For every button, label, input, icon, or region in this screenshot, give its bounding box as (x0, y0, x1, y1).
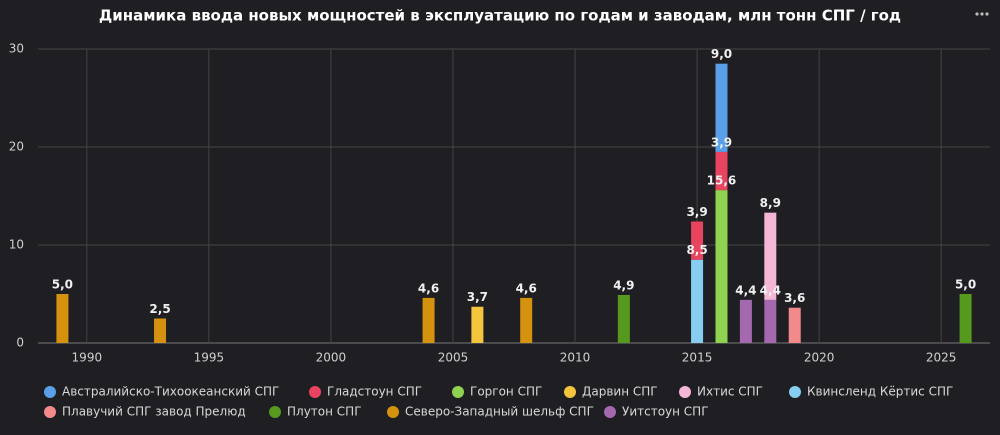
bar (715, 190, 728, 343)
legend-item[interactable]: Гладстоун СПГ (309, 385, 422, 399)
menu-dot (985, 12, 989, 16)
bar (617, 294, 630, 343)
legend-label: Плавучий СПГ завод Прелюд (62, 405, 246, 419)
legend-swatch (44, 406, 56, 418)
legend-swatch (387, 406, 399, 418)
data-label: 3,6 (784, 291, 805, 305)
menu-dot (980, 12, 984, 16)
bar (715, 63, 728, 152)
bar (520, 297, 533, 343)
x-tick-label: 1995 (194, 351, 225, 365)
legend-swatch (309, 386, 321, 398)
legend-swatch (452, 386, 464, 398)
legend-item[interactable]: Ихтис СПГ (679, 385, 763, 399)
legend-label: Австралийско-Тихоокеанский СПГ (62, 385, 279, 399)
x-tick-label: 2000 (316, 351, 347, 365)
bar (959, 294, 972, 343)
legend-item[interactable]: Квинсленд Кёртис СПГ (789, 385, 953, 399)
x-tick-label: 1990 (72, 351, 103, 365)
menu-button[interactable] (975, 12, 989, 16)
legend-label: Дарвин СПГ (582, 385, 658, 399)
data-label: 8,5 (686, 243, 707, 257)
legend-item[interactable]: Горгон СПГ (452, 385, 542, 399)
bar (154, 318, 167, 343)
menu-dot (975, 12, 979, 16)
data-label: 3,7 (467, 290, 488, 304)
legend-swatch (679, 386, 691, 398)
legend-item[interactable]: Плутон СПГ (269, 405, 362, 419)
legend-item[interactable]: Уитстоун СПГ (604, 405, 709, 419)
legend-label: Ихтис СПГ (697, 385, 763, 399)
legend-item[interactable]: Дарвин СПГ (564, 385, 658, 399)
legend-item[interactable]: Австралийско-Тихоокеанский СПГ (44, 385, 279, 399)
y-tick-label: 30 (9, 42, 24, 56)
legend-swatch (269, 406, 281, 418)
legend-swatch (604, 406, 616, 418)
data-label: 4,6 (418, 281, 439, 295)
bar (715, 151, 728, 191)
legend-label: Гладстоун СПГ (327, 385, 422, 399)
bar (691, 259, 704, 343)
data-label: 4,4 (760, 283, 781, 297)
bar (56, 294, 69, 343)
legend-label: Северо-Западный шельф СПГ (405, 405, 594, 419)
legend-label: Плутон СПГ (287, 405, 362, 419)
data-label: 8,9 (760, 196, 781, 210)
legend-swatch (564, 386, 576, 398)
x-tick-label: 2025 (926, 351, 957, 365)
data-label: 2,5 (149, 302, 170, 316)
bar (739, 299, 752, 343)
x-tick-label: 2005 (438, 351, 469, 365)
legend-label: Квинсленд Кёртис СПГ (807, 385, 953, 399)
data-label: 4,6 (516, 281, 537, 295)
legend-item[interactable]: Северо-Западный шельф СПГ (387, 405, 594, 419)
bar (764, 212, 777, 300)
y-tick-label: 10 (9, 238, 24, 252)
legend-item[interactable]: Плавучий СПГ завод Прелюд (44, 405, 246, 419)
y-tick-label: 0 (16, 336, 24, 350)
data-label: 9,0 (711, 47, 732, 61)
chart-title: Динамика ввода новых мощностей в эксплуа… (99, 7, 901, 25)
bar (691, 221, 704, 260)
data-label: 5,0 (955, 278, 976, 292)
data-label: 3,9 (711, 135, 732, 149)
data-label: 3,9 (686, 205, 707, 219)
bar (788, 307, 801, 343)
legend-label: Горгон СПГ (470, 385, 542, 399)
bar (471, 306, 484, 343)
data-label: 4,4 (735, 283, 756, 297)
x-tick-label: 2010 (560, 351, 591, 365)
bar (764, 299, 777, 343)
legend-swatch (44, 386, 56, 398)
legend-label: Уитстоун СПГ (622, 405, 709, 419)
y-tick-label: 20 (9, 140, 24, 154)
legend-swatch (789, 386, 801, 398)
x-tick-label: 2020 (804, 351, 835, 365)
data-label: 4,9 (613, 278, 634, 292)
data-label: 15,6 (707, 174, 737, 188)
data-label: 5,0 (52, 278, 73, 292)
x-tick-label: 2015 (682, 351, 713, 365)
bar (422, 297, 435, 343)
